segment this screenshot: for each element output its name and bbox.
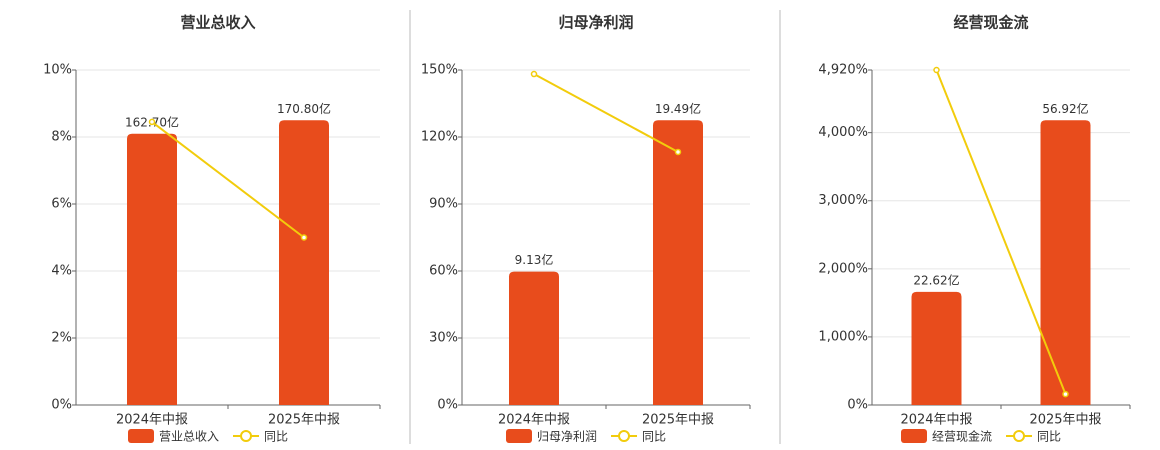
legend-swatch [901,429,927,443]
bar-label: 9.13亿 [515,252,554,267]
legend-swatch [506,429,532,443]
bar [279,120,329,405]
y-tick-label: 60% [429,264,458,279]
bar [653,120,703,405]
y-tick-label: 1,000% [818,329,868,344]
x-tick-label: 2024年中报 [116,413,188,428]
bar-label: 56.92亿 [1042,101,1088,116]
point [933,66,940,74]
y-tick-label: 0% [51,398,72,413]
y-tick-label: 3,000% [818,193,868,208]
point [1062,390,1069,398]
y-tick-label: 2,000% [818,261,868,276]
bar [509,271,559,405]
point [300,234,308,241]
chart-title: 营业总收入 [180,14,255,32]
chart-title: 经营现金流 [953,14,1028,32]
line [151,121,305,239]
point [530,70,538,78]
chart-title: 归母净利润 [558,14,633,32]
legend-label: 同比 [264,430,288,444]
legend-label: 经营现金流 [932,429,992,444]
legend-label: 归母净利润 [537,430,597,444]
y-tick-label: 10% [43,63,72,78]
y-tick-label: 6% [51,197,72,212]
y-tick-label: 150% [421,63,458,78]
x-tick-label: 2025年中报 [642,413,714,428]
x-tick-label: 2025年中报 [1029,413,1101,428]
bar [127,133,177,405]
y-tick-label: 4,920% [818,63,868,78]
bar-label: 170.80亿 [277,101,331,116]
y-tick-label: 120% [421,130,458,145]
y-tick-label: 0% [437,398,458,413]
bar [1040,120,1091,405]
y-tick-label: 0% [847,398,868,413]
bar [911,291,962,405]
y-tick-label: 30% [429,331,458,346]
bar-label: 22.62亿 [913,272,959,287]
x-tick-label: 2024年中报 [498,413,570,428]
line [935,69,1067,395]
y-tick-label: 90% [429,197,458,212]
legend-point [618,430,631,442]
legend-label: 同比 [1037,430,1061,444]
line [533,73,679,153]
bar-label: 19.49亿 [655,101,701,116]
y-tick-label: 4,000% [818,125,868,140]
legend-swatch [128,429,154,443]
legend-point [1013,430,1026,442]
point [148,118,156,126]
legend-label: 营业总收入 [159,430,219,444]
y-tick-label: 8% [51,130,72,145]
y-tick-label: 2% [51,331,72,346]
point [674,148,682,156]
legend-label: 同比 [642,430,666,444]
legend-point [240,430,253,442]
x-tick-label: 2024年中报 [900,413,972,428]
y-tick-label: 4% [51,264,72,279]
x-tick-label: 2025年中报 [268,413,340,428]
